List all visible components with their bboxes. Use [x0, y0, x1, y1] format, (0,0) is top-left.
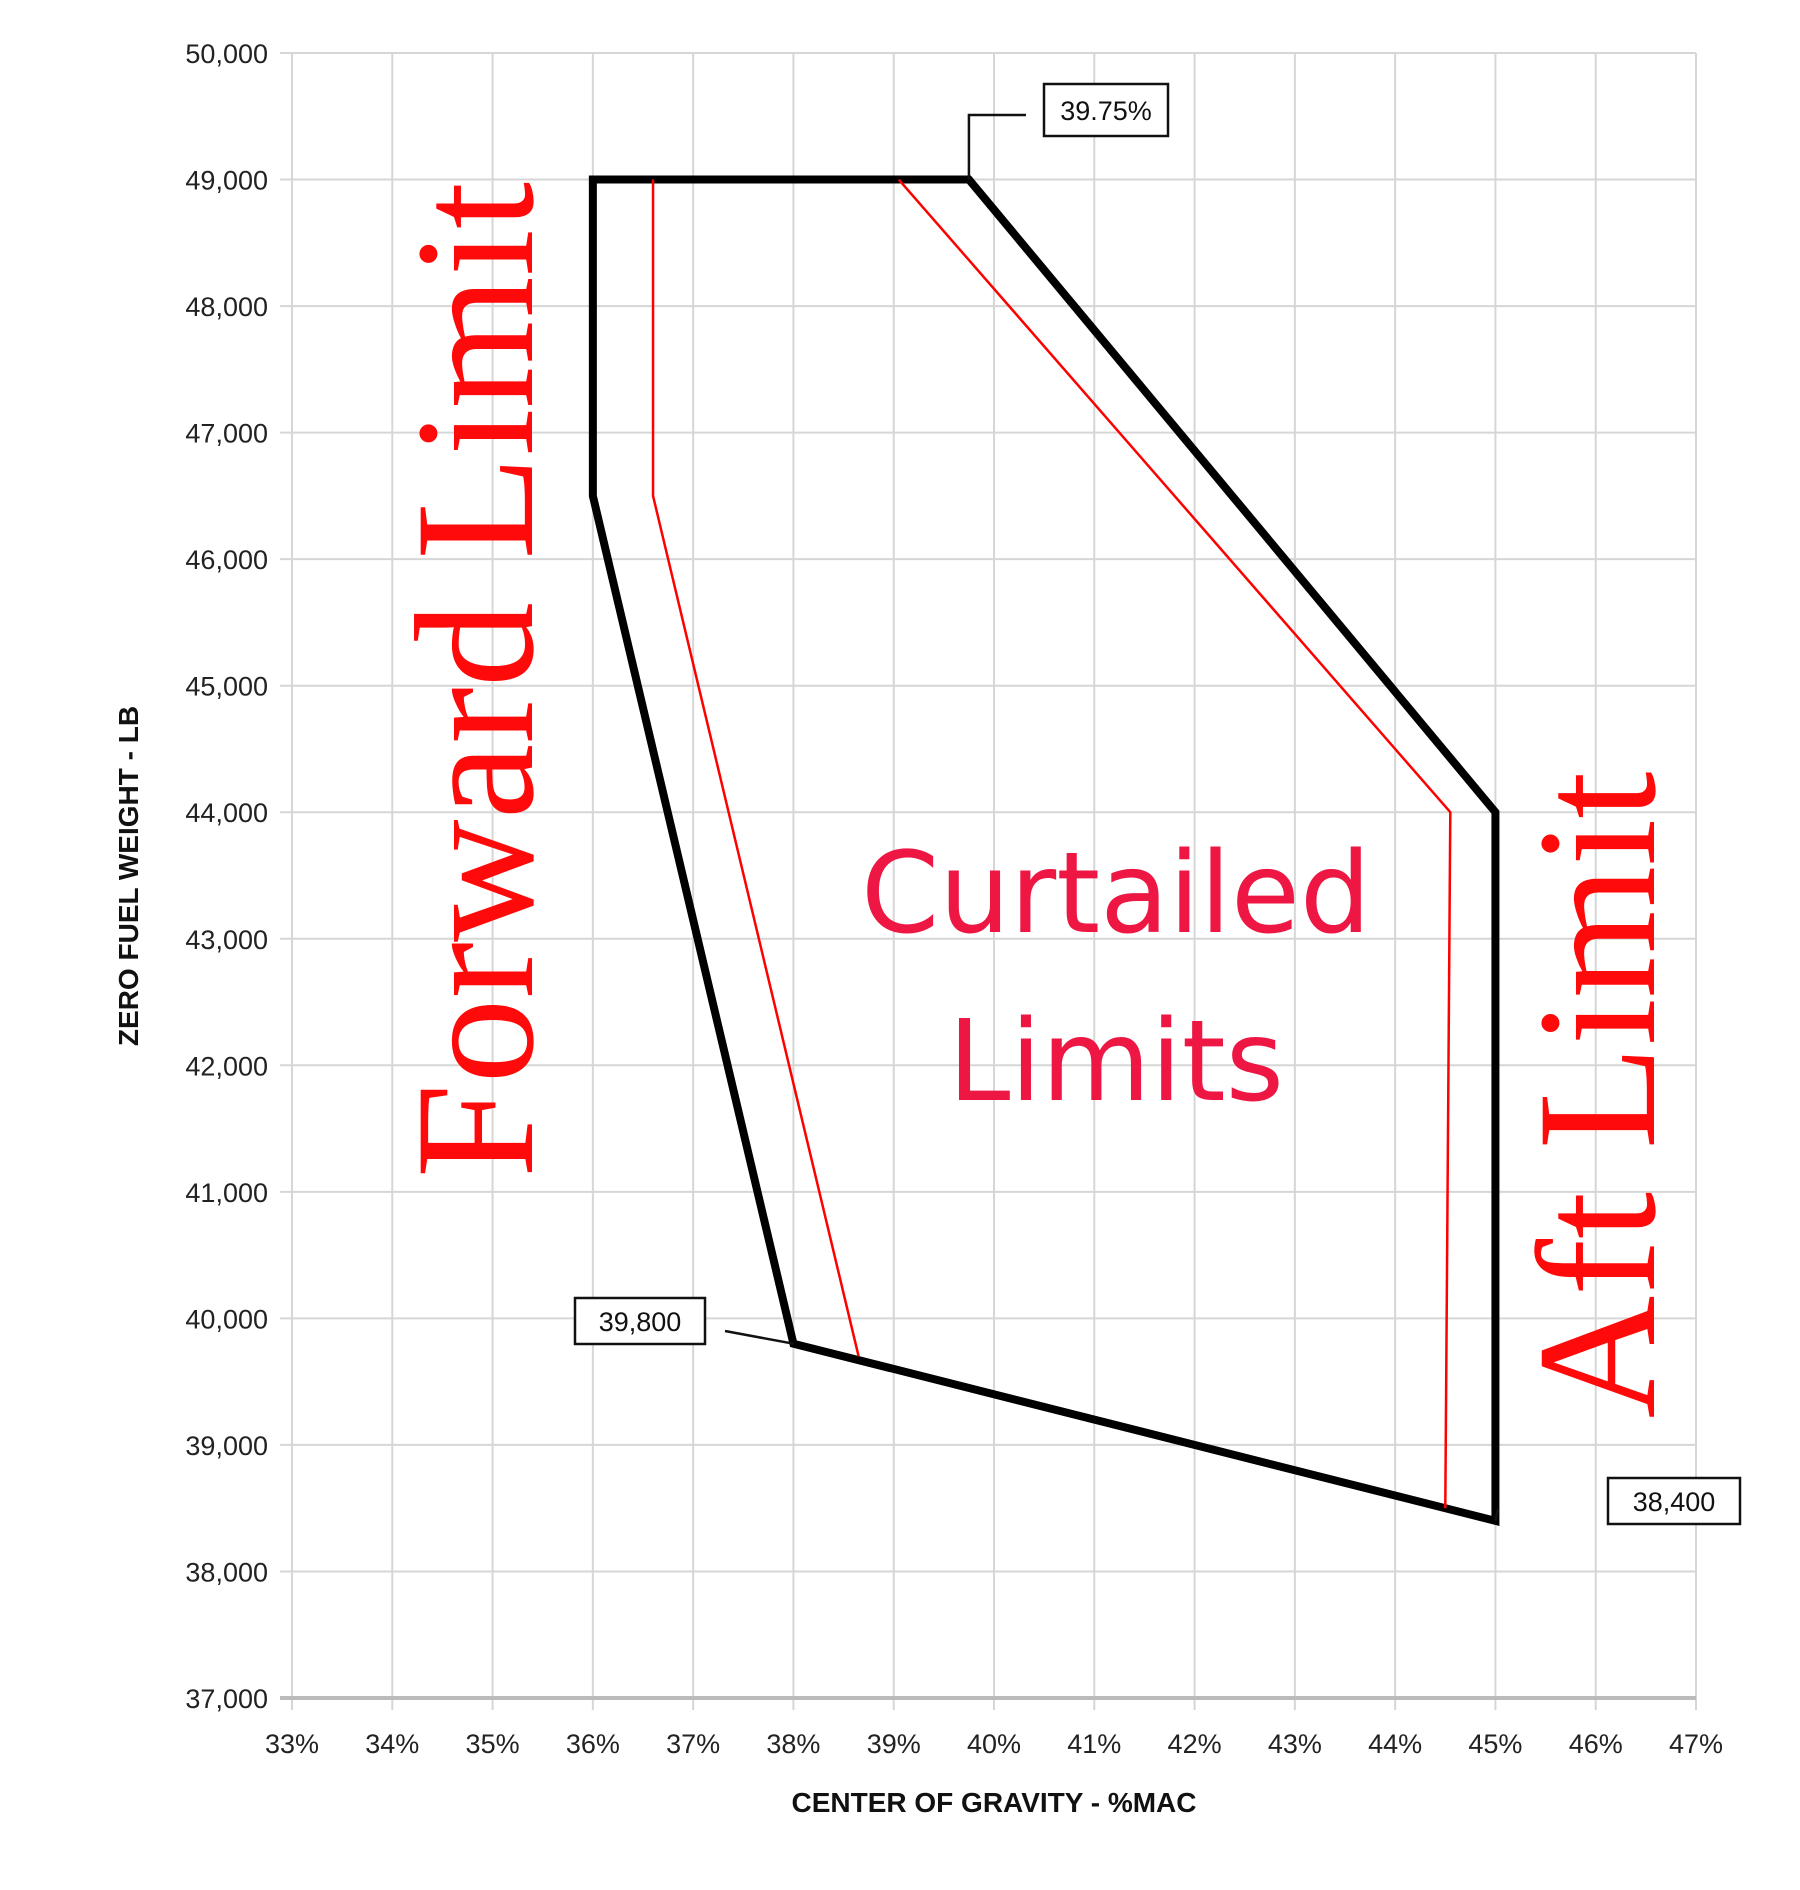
- curtailed-limit-line: [651, 179, 860, 1357]
- x-tick-label: 45%: [1468, 1729, 1522, 1759]
- y-tick-label: 41,000: [185, 1178, 268, 1208]
- y-tick-label: 38,000: [185, 1557, 268, 1587]
- curtailed-label-line1: Curtailed: [861, 829, 1371, 959]
- callout-label: 39.75%: [1060, 96, 1152, 126]
- y-tick-label: 42,000: [185, 1051, 268, 1081]
- y-tick-label: 44,000: [185, 798, 268, 828]
- x-tick-label: 39%: [867, 1729, 921, 1759]
- callout-label: 38,400: [1633, 1487, 1716, 1517]
- x-tick-label: 44%: [1368, 1729, 1422, 1759]
- callout-leader: [724, 1329, 794, 1345]
- y-tick-label: 46,000: [185, 545, 268, 575]
- forward-limit-label: Forward Limit: [381, 182, 569, 1178]
- y-tick-label: 39,000: [185, 1431, 268, 1461]
- callout-leader: [1494, 1508, 1500, 1522]
- x-tick-label: 46%: [1569, 1729, 1623, 1759]
- curtailed-label-line2: Limits: [948, 997, 1284, 1127]
- x-tick-label: 37%: [666, 1729, 720, 1759]
- x-tick-label: 40%: [967, 1729, 1021, 1759]
- y-tick-label: 37,000: [185, 1684, 268, 1714]
- x-tick-label: 47%: [1669, 1729, 1723, 1759]
- x-tick-label: 33%: [265, 1729, 319, 1759]
- callout-box: [1042, 82, 1170, 138]
- y-axis-label: ZERO FUEL WEIGHT - LB: [113, 706, 144, 1046]
- curtailed-limit-line: [897, 178, 1452, 1509]
- y-tick-label: 50,000: [185, 39, 268, 69]
- y-tick-label: 45,000: [185, 672, 268, 702]
- y-tick-label: 49,000: [185, 166, 268, 196]
- x-tick-label: 35%: [466, 1729, 520, 1759]
- callouts: 39.75% 39,800 38,400: [573, 82, 1742, 1526]
- y-tick-label: 43,000: [185, 925, 268, 955]
- tick-labels: 33% 34% 35% 36% 37% 38% 39% 40% 41% 42% 43% 44% 45% 4…: [185, 39, 1723, 1759]
- callout-leader: [967, 113, 1026, 180]
- x-tick-label: 38%: [766, 1729, 820, 1759]
- y-tick-label: 40,000: [185, 1304, 268, 1334]
- x-axis-label: CENTER OF GRAVITY - %MAC: [792, 1787, 1197, 1818]
- callout-box: [1606, 1476, 1742, 1526]
- y-tick-label: 48,000: [185, 292, 268, 322]
- callout-label: 39,800: [599, 1307, 682, 1337]
- aft-limit-label: Aft Limit: [1503, 772, 1691, 1419]
- x-tick-label: 42%: [1168, 1729, 1222, 1759]
- x-tick-label: 36%: [566, 1729, 620, 1759]
- callout-box: [573, 1296, 707, 1346]
- y-tick-label: 47,000: [185, 419, 268, 449]
- x-tick-label: 34%: [365, 1729, 419, 1759]
- x-tick-label: 43%: [1268, 1729, 1322, 1759]
- x-tick-label: 41%: [1067, 1729, 1121, 1759]
